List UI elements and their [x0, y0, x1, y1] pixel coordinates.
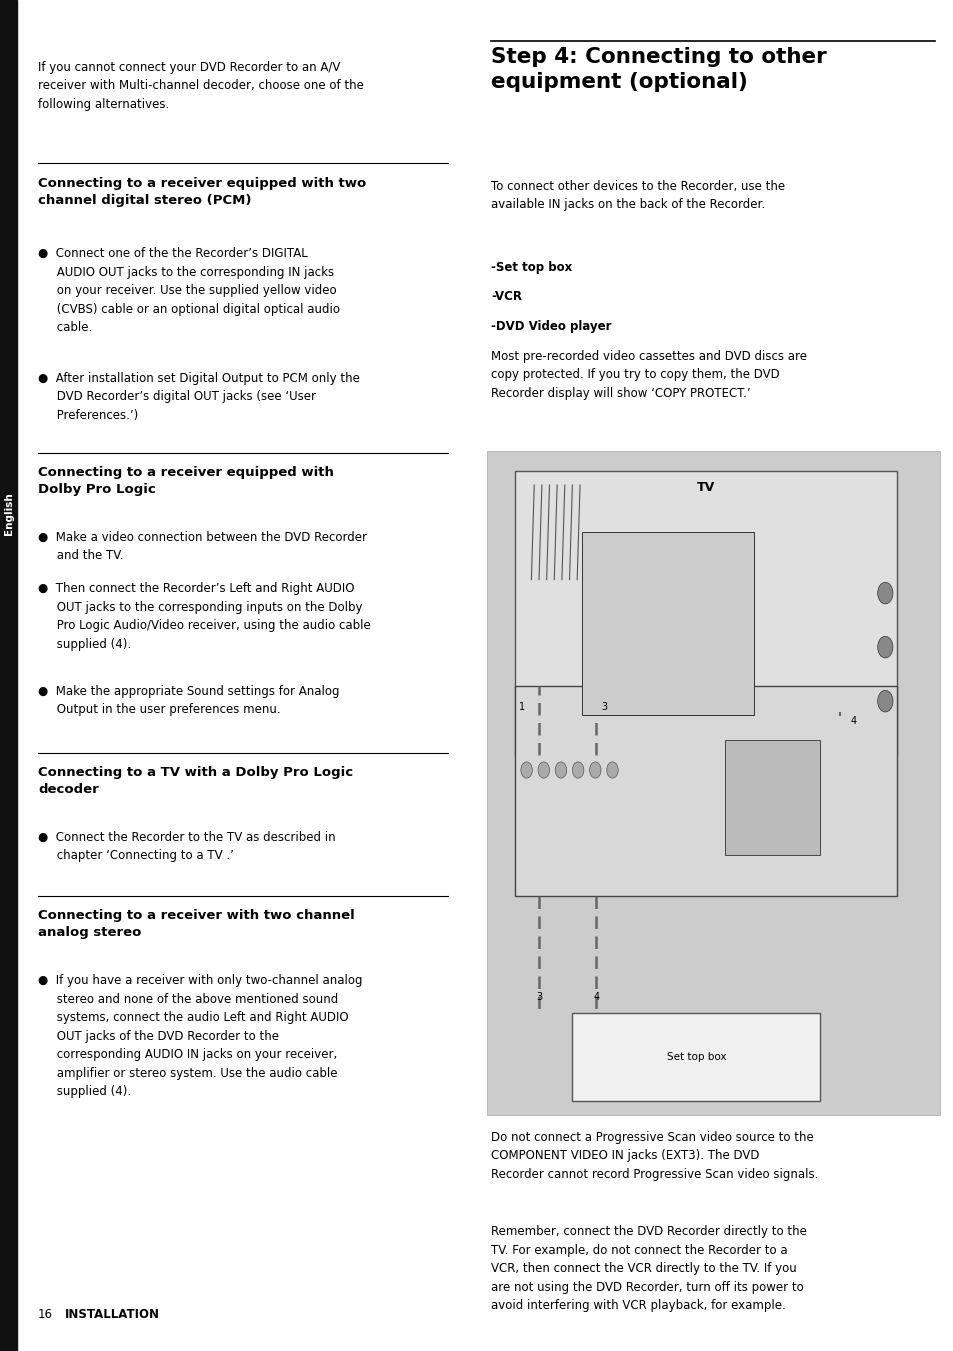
Text: Connecting to a TV with a Dolby Pro Logic
decoder: Connecting to a TV with a Dolby Pro Logi…: [38, 766, 353, 796]
Text: ●  Connect the Recorder to the TV as described in
     chapter ‘Connecting to a : ● Connect the Recorder to the TV as desc…: [38, 831, 335, 862]
Bar: [0, 0, 17, 1351]
Circle shape: [555, 762, 566, 778]
Text: Set top box: Set top box: [666, 1052, 725, 1062]
Circle shape: [537, 762, 549, 778]
Text: 3: 3: [600, 703, 606, 712]
Text: TV: TV: [696, 481, 715, 494]
Text: 1: 1: [518, 703, 524, 712]
Text: To connect other devices to the Recorder, use the
available IN jacks on the back: To connect other devices to the Recorder…: [491, 180, 784, 211]
Circle shape: [589, 762, 600, 778]
Text: Connecting to a receiver with two channel
analog stereo: Connecting to a receiver with two channe…: [38, 909, 355, 939]
Text: ●  Make a video connection between the DVD Recorder
     and the TV.: ● Make a video connection between the DV…: [38, 531, 367, 562]
Circle shape: [520, 762, 532, 778]
Circle shape: [606, 762, 618, 778]
Text: 4: 4: [850, 716, 856, 725]
Circle shape: [877, 690, 892, 712]
Text: English: English: [4, 492, 13, 535]
Text: Step 4: Connecting to other
equipment (optional): Step 4: Connecting to other equipment (o…: [491, 47, 826, 92]
Bar: [572, 1013, 820, 1101]
Circle shape: [877, 636, 892, 658]
Bar: [581, 532, 753, 715]
Text: Connecting to a receiver equipped with
Dolby Pro Logic: Connecting to a receiver equipped with D…: [38, 466, 334, 496]
Text: ●  Connect one of the the Recorder’s DIGITAL
     AUDIO OUT jacks to the corresp: ● Connect one of the the Recorder’s DIGI…: [38, 247, 340, 334]
Text: ●  Make the appropriate Sound settings for Analog
     Output in the user prefer: ● Make the appropriate Sound settings fo…: [38, 685, 339, 716]
Text: -VCR: -VCR: [491, 290, 521, 304]
Bar: [724, 740, 820, 855]
Bar: [515, 686, 896, 896]
Text: ●  After installation set Digital Output to PCM only the
     DVD Recorder’s dig: ● After installation set Digital Output …: [38, 372, 359, 422]
Text: -DVD Video player: -DVD Video player: [491, 320, 611, 334]
Circle shape: [877, 582, 892, 604]
Text: 16: 16: [38, 1308, 53, 1321]
Text: 3: 3: [536, 993, 541, 1002]
Text: INSTALLATION: INSTALLATION: [65, 1308, 160, 1321]
Text: ●  Then connect the Recorder’s Left and Right AUDIO
     OUT jacks to the corres: ● Then connect the Recorder’s Left and R…: [38, 582, 371, 651]
Bar: [486, 451, 939, 1115]
Text: ●  If you have a receiver with only two-channel analog
     stereo and none of t: ● If you have a receiver with only two-c…: [38, 974, 362, 1098]
Circle shape: [572, 762, 583, 778]
Text: 4: 4: [593, 993, 598, 1002]
Text: Connecting to a receiver equipped with two
channel digital stereo (PCM): Connecting to a receiver equipped with t…: [38, 177, 366, 207]
Text: Most pre-recorded video cassettes and DVD discs are
copy protected. If you try t: Most pre-recorded video cassettes and DV…: [491, 350, 806, 400]
Text: Remember, connect the DVD Recorder directly to the
TV. For example, do not conne: Remember, connect the DVD Recorder direc…: [491, 1225, 806, 1312]
Text: -Set top box: -Set top box: [491, 261, 572, 274]
Text: If you cannot connect your DVD Recorder to an A/V
receiver with Multi-channel de: If you cannot connect your DVD Recorder …: [38, 61, 364, 111]
Text: Do not connect a Progressive Scan video source to the
COMPONENT VIDEO IN jacks (: Do not connect a Progressive Scan video …: [491, 1131, 818, 1181]
Bar: [515, 471, 896, 755]
